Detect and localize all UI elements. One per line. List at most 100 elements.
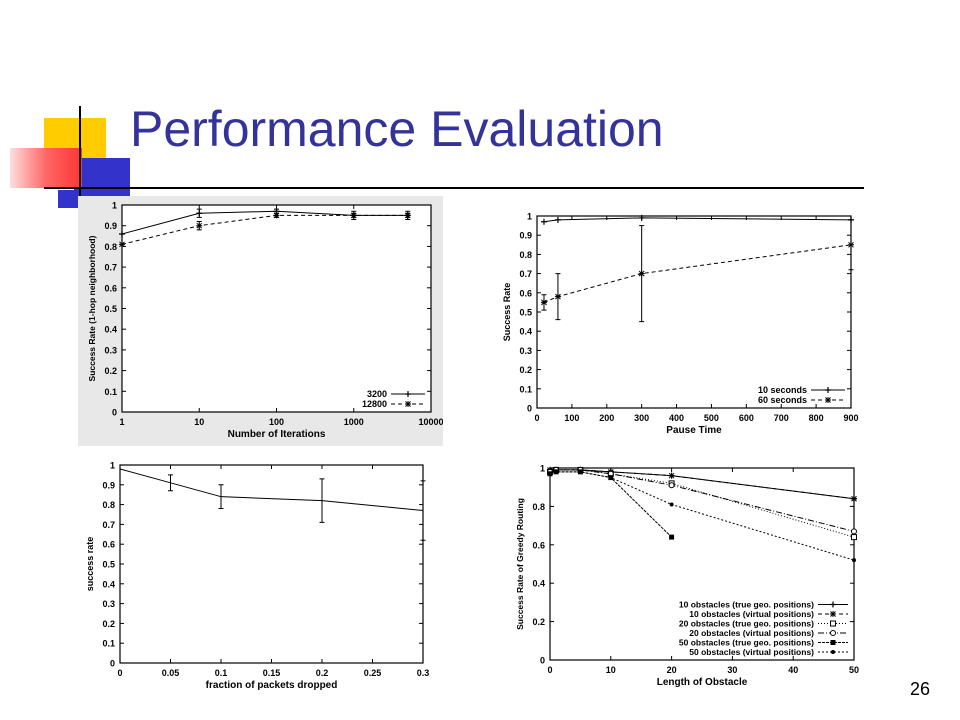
data-point: [554, 469, 559, 474]
y-tick-label: 1: [527, 212, 532, 222]
plot-frame: [536, 215, 852, 409]
y-tick-label: 0.2: [104, 366, 117, 376]
data-point: [119, 241, 125, 248]
x-tick-label: 0: [534, 413, 539, 423]
deco-small-blue-square: [58, 190, 78, 208]
series-line: [543, 217, 852, 223]
plot-frame: [121, 204, 432, 413]
y-tick-label: 0: [540, 656, 545, 666]
y-tick-label: 0.4: [102, 579, 115, 589]
data-point: [848, 241, 854, 248]
x-tick-label: 900: [843, 413, 858, 423]
error-bar: [218, 484, 224, 510]
deco-blue-square: [74, 158, 130, 198]
y-tick-label: 0.8: [532, 502, 545, 512]
y-tick-label: 0.7: [102, 520, 115, 530]
data-point: [540, 299, 547, 306]
chart-pause-time: 0 0.1 0.2 0.3 0.4 0.5 0.6 0.7 0.8 0.9 1 0 100 200 300 4…: [502, 212, 859, 437]
legend-label: 50 obstacles (true geo. positions): [679, 638, 814, 648]
x-tick-label: 0: [547, 665, 552, 675]
y-axis-label: success rate: [85, 537, 95, 592]
y-tick-label: 0.6: [104, 283, 117, 293]
y-tick-label: 0.1: [102, 639, 115, 649]
legend-label: 3200: [367, 389, 387, 399]
data-point: [668, 472, 675, 479]
x-tick-label: 700: [774, 413, 789, 423]
y-tick-label: 0: [112, 408, 117, 418]
y-tick-label: 0.5: [519, 308, 532, 318]
legend-marker: [831, 650, 835, 654]
y-tick-label: 0.9: [519, 231, 532, 241]
x-tick-label: 0.05: [162, 668, 180, 678]
legend-label: 60 seconds: [758, 395, 807, 405]
y-tick-label: 0.3: [104, 345, 117, 355]
y-tick-label: 0.5: [102, 560, 115, 570]
plot-frame: [549, 467, 855, 661]
legend-marker: [830, 611, 836, 617]
legend-label: 20 obstacles (true geo. positions): [679, 619, 814, 629]
legend-marker: [825, 387, 831, 393]
y-tick-label: 0.3: [519, 346, 532, 356]
deco-vertical-line: [79, 106, 81, 198]
y-tick-label: 0.9: [104, 221, 117, 231]
data-point: [669, 502, 674, 507]
data-point: [119, 230, 125, 237]
x-tick-label: 0.3: [417, 668, 430, 678]
x-tick-label: 40: [788, 665, 798, 675]
x-axis-label: Number of Iterations: [228, 429, 326, 440]
x-tick-label: 1: [119, 417, 124, 427]
data-point: [196, 210, 203, 217]
chart-iterations: 0 0.1 0.2 0.3 0.4 0.5 0.6 0.7 0.8 0.9 1 1 10 100 1000 1…: [78, 196, 443, 446]
data-point: [852, 558, 856, 563]
legend-marker: [825, 397, 831, 403]
data-point: [578, 469, 583, 474]
x-tick-label: 500: [704, 413, 719, 423]
error-bar: [319, 478, 325, 523]
x-tick-label: 10: [606, 665, 616, 675]
legend-marker: [830, 630, 836, 636]
legend-marker: [405, 401, 411, 407]
plot-frame: [119, 464, 424, 664]
y-tick-label: 0.2: [102, 619, 115, 629]
x-tick-label: 600: [739, 413, 754, 423]
y-tick-label: 1: [110, 461, 115, 471]
data-point: [851, 495, 857, 502]
x-tick-label: 10: [194, 417, 204, 427]
legend-marker: [405, 391, 411, 397]
x-tick-label: 30: [727, 665, 737, 675]
data-point: [554, 216, 561, 223]
data-point: [851, 528, 857, 535]
data-point: [540, 218, 547, 225]
y-tick-label: 0.8: [104, 242, 117, 252]
legend-marker: [830, 640, 836, 645]
y-tick-label: 0.6: [102, 540, 115, 550]
x-tick-label: 20: [667, 665, 677, 675]
data-point: [273, 212, 280, 219]
error-bar: [168, 474, 173, 492]
legend-label: 10 seconds: [758, 385, 807, 395]
y-tick-label: 0.9: [102, 480, 115, 490]
slide-title: Performance Evaluation: [130, 101, 664, 157]
series-line: [543, 244, 852, 303]
data-point: [608, 475, 613, 480]
y-tick-label: 0.4: [519, 327, 532, 337]
data-point: [350, 212, 357, 219]
x-tick-label: 0.1: [215, 668, 228, 678]
x-tick-label: 50: [849, 665, 859, 675]
y-axis-label: Success Rate: [502, 283, 512, 342]
y-axis-label: Success Rate (1-hop neighborhood): [87, 235, 97, 381]
y-tick-label: 1: [540, 464, 545, 474]
y-tick-label: 0.8: [102, 500, 115, 510]
legend-label: 50 obstacles (virtual positions): [689, 647, 814, 657]
y-tick-label: 0.5: [104, 304, 117, 314]
y-tick-label: 0.1: [104, 387, 117, 397]
y-tick-label: 0.8: [519, 250, 532, 260]
error-bar: [420, 480, 426, 541]
y-tick-label: 1: [112, 201, 117, 211]
data-point: [404, 212, 411, 219]
y-tick-label: 0.4: [104, 325, 117, 335]
data-point: [554, 293, 561, 300]
data-point: [851, 534, 857, 541]
x-tick-label: 0.25: [364, 668, 382, 678]
